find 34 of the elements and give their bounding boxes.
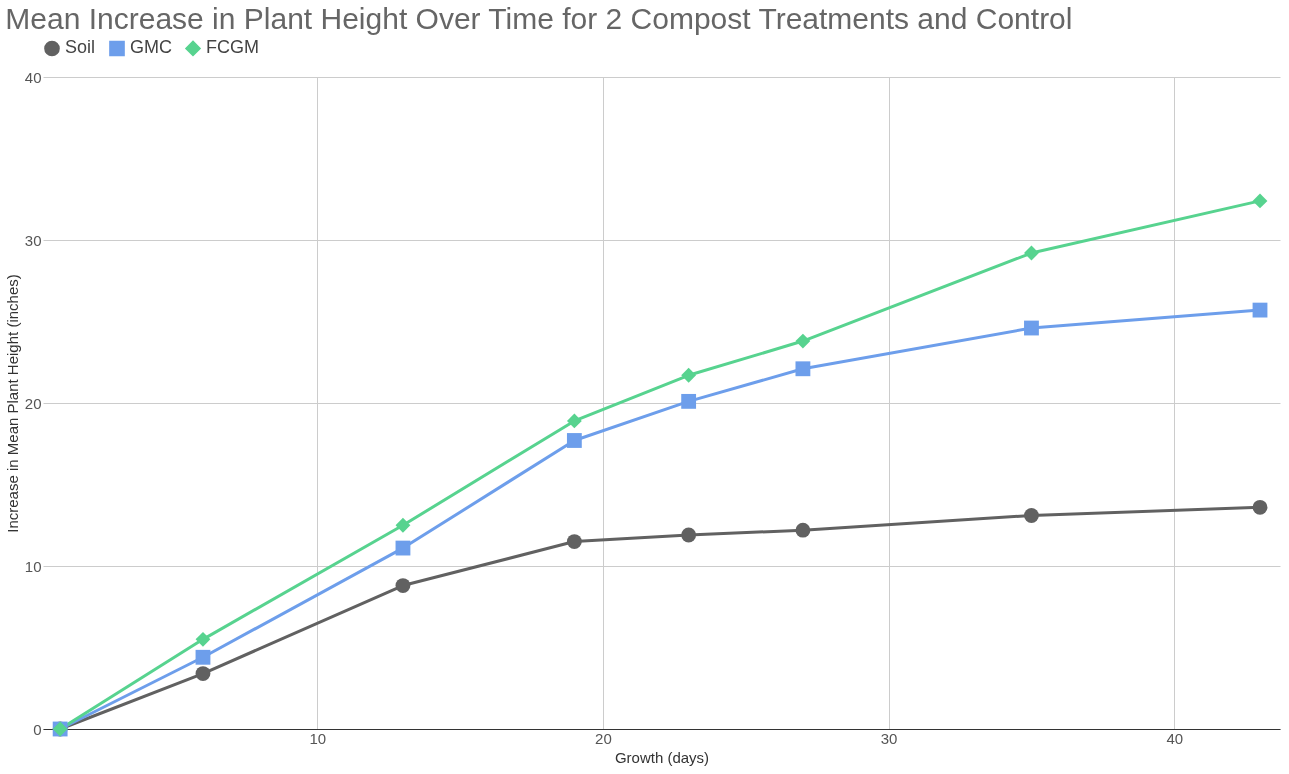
point [681,393,697,409]
legend-label: FCGM [206,37,259,58]
y-axis-title: Increase in Mean Plant Height (inches) [3,274,21,533]
legend-label: GMC [130,37,172,58]
x-axis-title: Growth (days) [614,748,710,766]
y-tick-label: 10 [24,557,42,575]
point [395,578,411,593]
point [1252,302,1268,318]
x-tick-label: 10 [309,729,327,747]
point [795,522,811,538]
point [795,333,811,349]
point [566,413,582,429]
point [681,367,697,383]
point [1024,320,1039,336]
x-tick-label: 20 [595,729,612,747]
point [195,649,211,665]
legend-label: Soil [65,37,96,58]
x-tick-label: 30 [880,729,898,747]
x-tick-label: 40 [1166,729,1184,747]
point [1252,193,1268,209]
y-tick-label: 40 [24,68,42,86]
y-tick-label: 30 [24,231,42,249]
point [195,666,211,681]
chart-title: Mean Increase in Plant Height Over Time for 2 Compost Treatments and Control [5,2,1073,35]
point [1024,508,1039,523]
point [1252,499,1268,515]
point [795,361,811,377]
point [195,631,211,647]
point [566,534,582,549]
point [395,517,411,533]
point [681,527,697,543]
y-tick-label: 0 [33,720,42,738]
point [566,433,582,448]
y-tick-label: 20 [24,394,42,412]
